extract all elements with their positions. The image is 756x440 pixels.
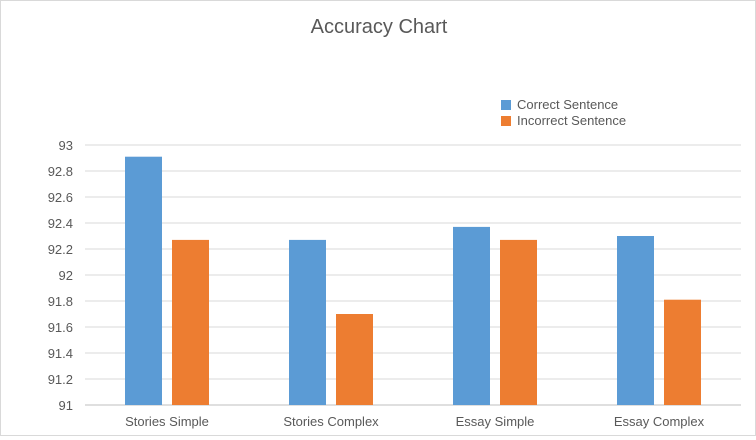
bar-correct-0 [125, 156, 162, 405]
bar-correct-1 [289, 239, 326, 405]
x-axis-ticks: Stories Simple Stories Complex Essay Simpl… [125, 414, 705, 429]
x-tick-label: Essay Simple [456, 414, 535, 429]
y-tick-label: 91.4 [48, 346, 73, 361]
bar-correct-3 [617, 236, 654, 405]
y-tick-label: 91.6 [48, 320, 73, 335]
chart-title: Accuracy Chart [311, 16, 448, 38]
bar-incorrect-2 [500, 239, 537, 405]
y-tick-label: 91.8 [48, 294, 73, 309]
y-tick-label: 92.6 [48, 190, 73, 205]
y-tick-label: 92.2 [48, 242, 73, 257]
y-tick-label: 93 [59, 138, 73, 153]
x-tick-label: Stories Complex [283, 414, 379, 429]
bar-incorrect-0 [172, 239, 209, 405]
legend-label: Incorrect Sentence [517, 113, 626, 128]
x-tick-label: Essay Complex [614, 414, 705, 429]
bars [125, 156, 701, 405]
y-tick-label: 91 [59, 398, 73, 413]
legend-label: Correct Sentence [517, 97, 618, 112]
y-tick-label: 92.4 [48, 216, 73, 231]
bar-incorrect-1 [336, 314, 373, 405]
y-tick-label: 92 [59, 268, 73, 283]
legend-swatch [501, 100, 511, 110]
y-tick-label: 91.2 [48, 372, 73, 387]
x-tick-label: Stories Simple [125, 414, 209, 429]
legend-swatch [501, 116, 511, 126]
bar-incorrect-3 [664, 299, 701, 405]
y-tick-label: 92.8 [48, 164, 73, 179]
y-axis-ticks: 91 91.2 91.4 91.6 91.8 92 92.2 92.4 92.6 92.8 93 [48, 138, 73, 413]
bar-correct-2 [453, 226, 490, 405]
